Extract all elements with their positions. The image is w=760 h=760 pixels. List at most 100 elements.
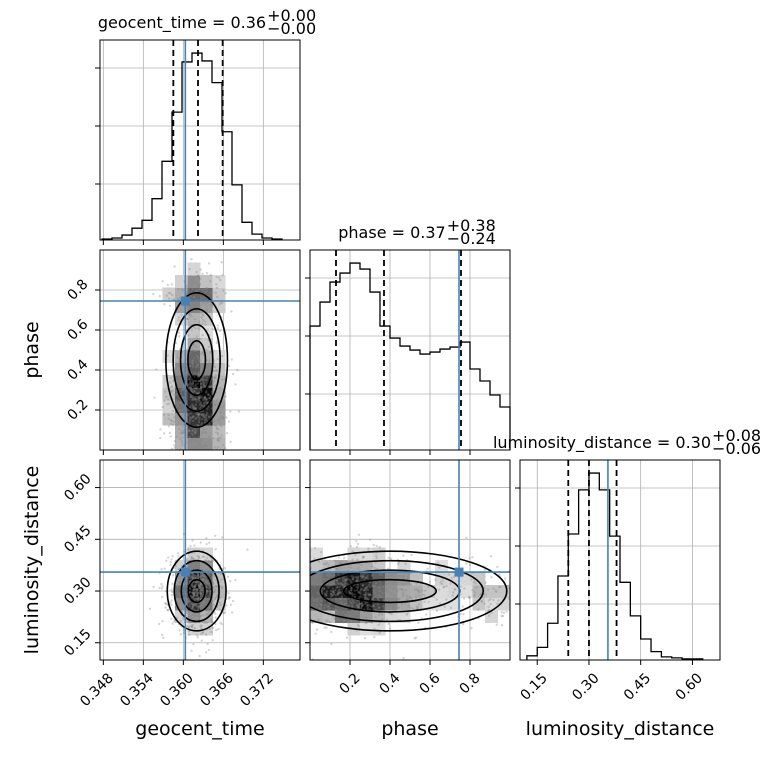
sample-point [202,579,205,583]
sample-point [325,561,328,565]
sample-point [180,402,184,406]
sample-point [196,633,199,637]
sample-point [207,611,211,615]
sample-point [205,376,209,379]
sample-point [196,635,199,639]
sample-point [176,551,180,555]
sample-point [220,301,224,305]
sample-point [196,284,200,288]
sample-point [192,576,196,579]
sample-point [204,613,208,616]
sample-point [330,630,333,634]
sample-point [424,626,427,629]
sample-point [186,383,190,386]
sample-point [195,429,198,432]
sample-point [340,595,344,598]
sample-point [417,621,420,624]
sample-point [179,401,182,404]
sample-point [214,424,218,427]
sample-point [198,611,201,615]
sample-point [407,604,410,608]
sample-point [211,384,214,388]
sample-point [194,431,197,435]
sample-point [354,575,358,579]
sample-point [384,608,388,611]
sample-point [198,576,201,579]
sample-point [191,415,194,419]
sample-point [371,597,375,600]
sample-point [190,388,194,392]
sample-point [335,579,338,582]
sample-point [167,425,171,428]
sample-point [171,622,174,625]
sample-point [393,593,397,597]
sample-point [193,602,196,606]
sample-point [175,435,178,439]
density-cell [212,275,226,288]
sample-point [213,598,217,601]
sample-point [190,389,193,392]
sample-point [192,612,195,615]
sample-point [210,630,213,634]
sample-point [322,562,326,566]
sample-point [202,415,206,418]
sample-point [192,588,196,591]
sample-point [161,633,164,637]
sample-point [462,597,466,600]
sample-point [197,276,201,280]
sample-point [202,569,205,572]
sample-point [211,407,214,410]
sample-point [173,444,176,447]
sample-point [343,578,347,581]
sample-point [191,585,194,588]
sample-point [191,433,195,437]
sample-point [203,600,206,603]
sample-point [178,573,182,576]
title-minus-phase: −0.24 [447,229,496,248]
sample-point [194,383,197,386]
sample-point [196,615,200,618]
sample-point [397,606,400,610]
sample-point [347,615,351,618]
sample-point [322,587,326,591]
sample-point [371,582,374,586]
sample-point [215,286,219,290]
sample-point [181,589,185,592]
sample-point [311,581,315,585]
sample-point [166,283,169,287]
sample-point [202,588,205,592]
sample-point [191,359,195,362]
sample-point [197,563,200,567]
sample-point [160,582,163,586]
sample-point [193,431,196,434]
sample-point [203,374,206,377]
sample-point [164,601,167,605]
sample-point [188,267,191,271]
sample-point [322,586,325,590]
sample-point [195,588,198,591]
sample-point [196,356,200,359]
sample-point [487,599,490,602]
sample-point [354,553,357,557]
sample-point [202,415,206,419]
sample-point [188,605,192,608]
sample-point [174,605,177,609]
title-minus-geocent_time: −0.00 [267,19,316,38]
sample-point [214,585,217,588]
sample-point [216,438,220,442]
sample-point [318,607,322,610]
sample-point [468,557,471,560]
sample-point [181,388,185,391]
sample-point [188,579,191,583]
sample-point [348,591,351,594]
sample-point [176,596,180,600]
sample-point [219,603,222,607]
sample-point [197,420,201,424]
sample-point [329,582,333,586]
sample-point [182,616,185,620]
sample-point [210,576,214,579]
sample-point [199,353,202,356]
sample-point [204,621,207,624]
sample-point [203,575,207,578]
sample-point [342,585,346,588]
